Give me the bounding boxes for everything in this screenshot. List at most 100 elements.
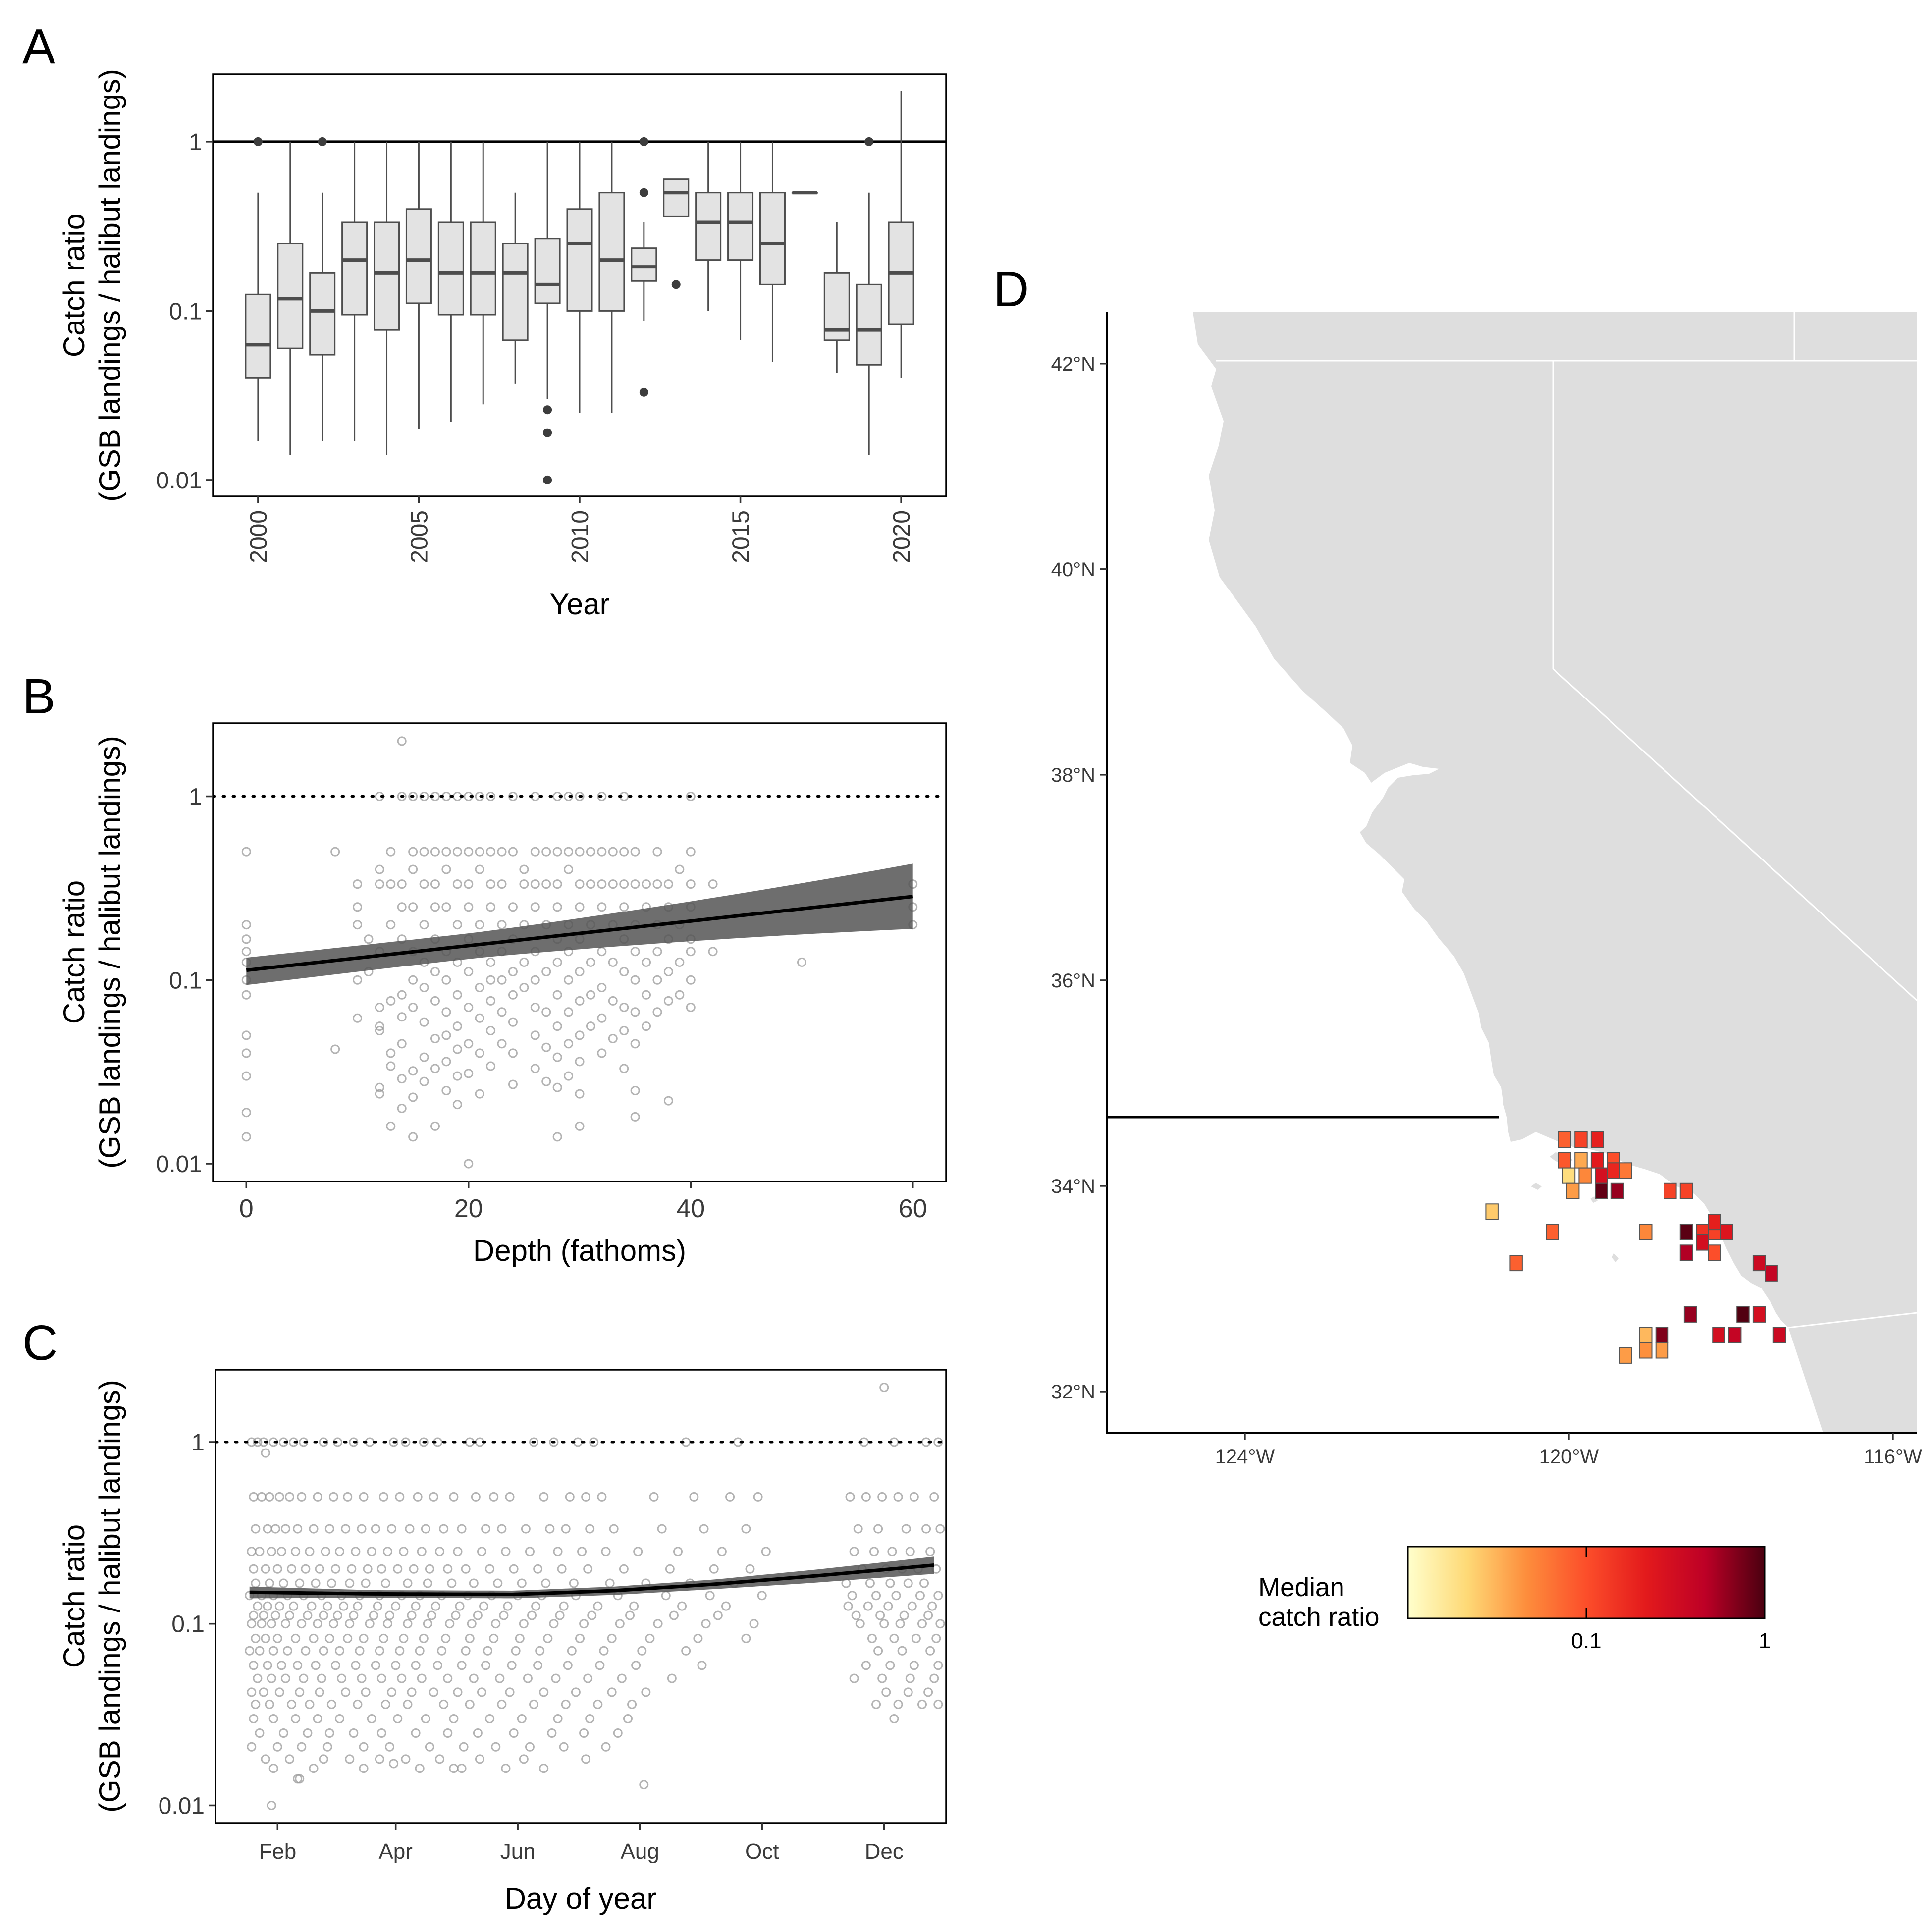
panel-b-plot-area <box>213 736 946 1169</box>
data-point <box>501 1764 511 1773</box>
data-point <box>889 1714 899 1723</box>
data-point <box>475 920 484 930</box>
data-point <box>439 1699 449 1709</box>
box-iqr <box>566 208 593 312</box>
data-point <box>519 1619 529 1629</box>
data-point <box>607 1633 617 1643</box>
data-point <box>741 1524 751 1534</box>
map-grid-cell <box>1558 1131 1571 1148</box>
data-point <box>417 1547 427 1556</box>
data-point <box>867 1633 877 1643</box>
data-point <box>563 1661 573 1670</box>
data-point <box>268 1764 278 1773</box>
outlier-point <box>639 387 648 397</box>
data-point <box>547 1728 557 1738</box>
box-iqr <box>437 221 464 316</box>
data-point <box>575 1089 585 1099</box>
data-point <box>589 1437 599 1447</box>
data-point <box>267 1673 276 1683</box>
map-lon-tick-label: 124°W <box>1215 1446 1275 1468</box>
data-point <box>486 847 496 857</box>
data-point <box>929 1673 939 1683</box>
data-point <box>530 975 540 985</box>
data-point <box>408 847 418 857</box>
data-point <box>452 1021 462 1031</box>
panel-b-y-tick-label: 0.01 <box>156 1151 202 1178</box>
map-grid-cell <box>1590 1131 1604 1148</box>
data-point <box>627 1699 637 1709</box>
data-point <box>631 1661 641 1670</box>
data-point <box>411 1728 421 1738</box>
data-point <box>497 1007 507 1017</box>
data-point <box>441 1007 451 1017</box>
data-point <box>893 1492 903 1502</box>
data-point <box>443 1673 453 1683</box>
data-point <box>497 1039 507 1049</box>
map-grid-cell <box>1574 1131 1588 1148</box>
data-point <box>530 879 540 889</box>
data-point <box>619 1026 629 1036</box>
data-point <box>619 1564 629 1574</box>
data-point <box>457 1524 467 1534</box>
international-border <box>1788 1312 1917 1329</box>
data-point <box>475 1048 484 1058</box>
map-grid-cell <box>1610 1182 1624 1199</box>
map-grid-cell <box>1619 1162 1632 1179</box>
map-grid-cell <box>1752 1255 1766 1272</box>
data-point <box>601 1742 611 1752</box>
panel-b-frame <box>212 722 947 1182</box>
panel-c-x-tick-label: Apr <box>378 1839 412 1864</box>
data-point <box>686 1002 696 1012</box>
data-point <box>508 990 518 1000</box>
data-point <box>721 1601 731 1611</box>
data-point <box>430 1121 440 1131</box>
data-point <box>253 1673 263 1683</box>
data-point <box>435 1547 445 1556</box>
data-point <box>642 1021 651 1031</box>
data-point <box>505 1492 515 1502</box>
data-point <box>461 1646 471 1656</box>
data-point <box>401 1437 411 1447</box>
box-iqr <box>695 192 722 261</box>
data-point <box>713 1610 723 1620</box>
data-point <box>486 902 496 912</box>
data-point <box>375 1646 384 1656</box>
data-point <box>855 1619 865 1629</box>
data-point <box>411 1601 421 1611</box>
data-point <box>272 1742 282 1752</box>
data-point <box>274 1687 284 1697</box>
data-point <box>843 1601 853 1611</box>
data-point <box>251 1524 261 1534</box>
panel-b-trend-line <box>246 895 913 972</box>
data-point <box>397 1012 407 1022</box>
box-2007 <box>470 141 496 405</box>
data-point <box>349 1728 359 1738</box>
data-point <box>608 996 618 1006</box>
data-point <box>599 1646 609 1656</box>
box-2006 <box>437 141 464 422</box>
data-point <box>376 1564 386 1574</box>
map-grid-cell <box>1708 1244 1721 1261</box>
data-point <box>539 1492 549 1502</box>
data-point <box>686 975 696 985</box>
data-point <box>409 1564 419 1574</box>
data-point <box>575 996 585 1006</box>
data-point <box>581 1754 591 1764</box>
channel-island <box>1531 1183 1542 1190</box>
data-point <box>287 1564 297 1574</box>
data-point <box>705 1591 715 1601</box>
data-point <box>272 1564 282 1574</box>
data-point <box>245 1646 255 1656</box>
data-point <box>383 1547 393 1556</box>
panel-c-y-tick-label: 1 <box>191 1430 205 1456</box>
data-point <box>608 957 618 967</box>
data-point <box>247 1547 257 1556</box>
outlier-point <box>864 137 874 146</box>
data-point <box>895 1619 905 1629</box>
data-point <box>383 1619 393 1629</box>
data-point <box>933 1661 943 1670</box>
data-point <box>919 1578 929 1588</box>
data-point <box>353 920 363 930</box>
data-point <box>677 1601 687 1611</box>
box-2009 <box>534 141 561 484</box>
